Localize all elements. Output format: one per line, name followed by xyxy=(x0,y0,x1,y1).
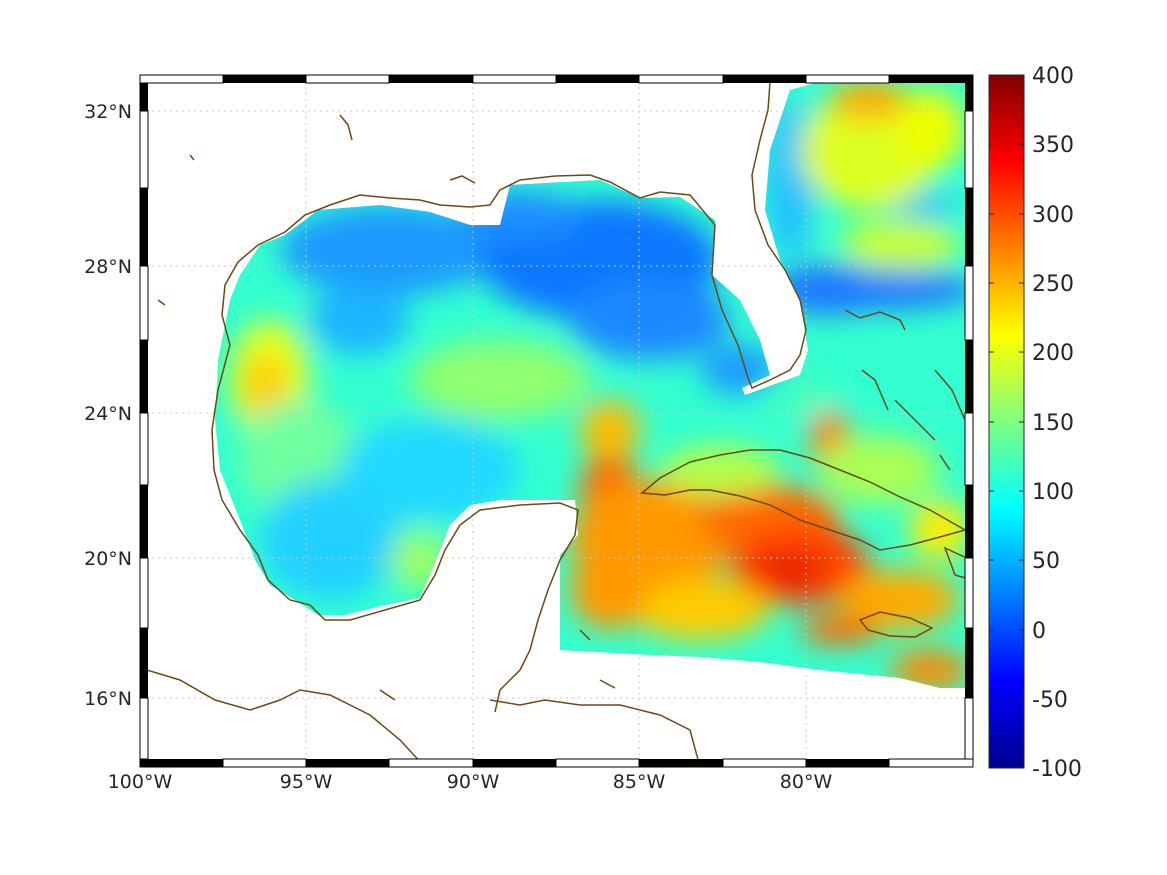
colorbar-tick-label: 100 xyxy=(1032,480,1074,505)
lat-tick-label: 24°N xyxy=(84,403,132,425)
colorbar-tick-label: 300 xyxy=(1032,203,1074,228)
lat-tick-label: 20°N xyxy=(84,548,132,570)
cuba-coastline xyxy=(640,449,967,551)
colorbar-tick-label: 200 xyxy=(1032,341,1074,366)
colorbar-tick-label: 350 xyxy=(1032,133,1074,158)
lon-tick-label: 80°W xyxy=(780,771,833,793)
lon-tick-label: 90°W xyxy=(447,771,500,793)
colorbar-tick-label: 250 xyxy=(1032,272,1074,297)
graticule xyxy=(140,75,973,767)
lon-tick-label: 100°W xyxy=(108,771,173,793)
colorbar-tick-label: -100 xyxy=(1032,757,1082,782)
lon-tick-labels: 100°W 95°W 90°W 85°W 80°W xyxy=(108,771,833,793)
jamaica-coastline xyxy=(858,611,934,638)
coastlines xyxy=(140,81,973,767)
map-frame xyxy=(139,74,974,768)
colorbar-tick-label: 0 xyxy=(1032,619,1046,644)
lat-tick-label: 28°N xyxy=(84,256,132,278)
lon-tick-label: 85°W xyxy=(613,771,666,793)
colorbar: 400 350 300 250 200 150 100 50 0 -50 -10… xyxy=(988,64,1082,782)
colorbar-tick-label: 50 xyxy=(1032,549,1060,574)
lon-tick-label: 95°W xyxy=(280,771,333,793)
colorbar-tick-label: 400 xyxy=(1032,64,1074,89)
colorbar-gradient xyxy=(988,74,1025,769)
lat-tick-label: 32°N xyxy=(84,101,132,123)
us-gulf-coastline xyxy=(211,81,807,713)
colorbar-tick-label: 150 xyxy=(1032,411,1074,436)
lat-tick-labels: 32°N 28°N 24°N 20°N 16°N xyxy=(84,101,132,710)
lat-tick-label: 16°N xyxy=(84,688,132,710)
bahamas-coastline xyxy=(844,309,966,471)
colorbar-tick-label: -50 xyxy=(1032,688,1068,713)
central-america-coastline xyxy=(140,667,701,767)
